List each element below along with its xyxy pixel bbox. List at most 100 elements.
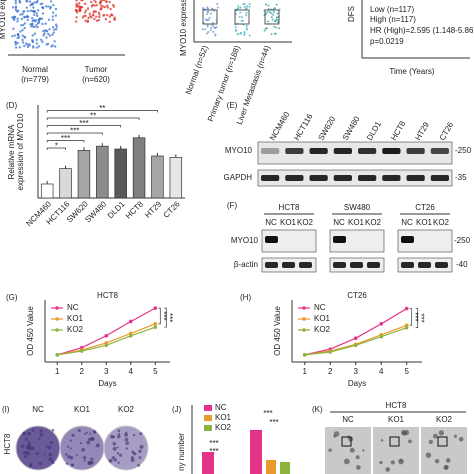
dot xyxy=(75,0,78,2)
dot xyxy=(74,20,78,23)
band xyxy=(358,175,377,181)
dot xyxy=(16,32,20,36)
dot xyxy=(206,25,209,28)
colony xyxy=(27,431,32,436)
colony xyxy=(124,437,129,442)
dot xyxy=(275,26,278,29)
dot xyxy=(83,2,87,6)
dot xyxy=(54,23,58,26)
colony xyxy=(139,432,143,436)
row-label: β-actin xyxy=(234,260,258,269)
zoom-box xyxy=(389,436,400,447)
dot xyxy=(26,0,29,3)
dot xyxy=(16,20,19,23)
dot xyxy=(47,32,50,36)
dot xyxy=(90,0,93,4)
colony xyxy=(438,430,444,436)
dot xyxy=(91,14,95,17)
colony xyxy=(51,428,55,432)
band xyxy=(333,236,346,243)
dot xyxy=(41,22,44,26)
dot xyxy=(36,9,40,12)
lane-label: SW620 xyxy=(316,114,337,142)
colony xyxy=(343,458,350,465)
significance-bracket xyxy=(46,125,122,128)
colony xyxy=(356,465,361,470)
colony xyxy=(116,446,119,449)
dot xyxy=(31,40,34,43)
colony xyxy=(24,455,28,459)
legend-label: KO1 xyxy=(314,314,331,323)
colony xyxy=(29,464,33,468)
colony xyxy=(95,443,100,448)
dot xyxy=(268,11,271,14)
dot xyxy=(16,17,19,20)
band xyxy=(382,175,401,181)
colony xyxy=(379,460,383,465)
x-tick-label: 2 xyxy=(80,367,85,376)
panel-label: (F) xyxy=(227,201,238,210)
dot xyxy=(21,34,24,37)
dot xyxy=(14,5,18,8)
dot xyxy=(100,7,103,10)
y-label: OD 450 Value xyxy=(273,306,282,356)
dot xyxy=(33,20,37,23)
blot xyxy=(257,141,453,165)
photo xyxy=(373,427,419,474)
dot xyxy=(52,3,55,7)
lane-label: HT29 xyxy=(413,120,431,142)
dot xyxy=(33,13,36,17)
dot xyxy=(52,11,55,14)
band xyxy=(299,262,312,268)
dot xyxy=(275,3,278,6)
dot xyxy=(99,4,103,7)
dot xyxy=(212,25,215,28)
lane-label: HCT116 xyxy=(292,112,315,142)
column-label: NC xyxy=(342,415,354,424)
dot xyxy=(237,4,240,7)
dot xyxy=(23,26,26,30)
dot xyxy=(87,16,90,20)
significance: ** xyxy=(99,104,105,113)
colony xyxy=(130,456,134,460)
significance-bracket xyxy=(46,110,158,113)
dot xyxy=(33,32,37,35)
point xyxy=(153,322,158,326)
dot xyxy=(35,42,39,45)
bar xyxy=(40,183,54,199)
colony xyxy=(117,432,121,436)
x-tick-label: 4 xyxy=(129,367,134,376)
colony xyxy=(333,434,337,438)
column-label: NC xyxy=(32,405,44,414)
legend-swatch xyxy=(302,328,306,332)
significance-bracket xyxy=(46,147,66,150)
dot xyxy=(19,13,22,16)
dot xyxy=(266,20,269,23)
dot xyxy=(267,4,270,7)
group-label: Liver Metastasis (n=44) xyxy=(235,44,272,126)
significance: *** xyxy=(159,311,168,320)
dot xyxy=(246,5,249,8)
bar xyxy=(96,145,109,199)
dot xyxy=(98,15,101,19)
lane-label: NC xyxy=(333,218,345,227)
blot xyxy=(397,229,453,253)
colony xyxy=(432,433,438,439)
lane-label: KO2 xyxy=(365,218,382,227)
lane-label: KO1 xyxy=(416,218,433,227)
dot xyxy=(17,9,20,12)
dot xyxy=(266,10,269,13)
band xyxy=(401,262,414,268)
dot xyxy=(272,11,275,14)
dot xyxy=(275,18,278,21)
x-tick-label: 4 xyxy=(379,367,384,376)
x-tick-label: HT29 xyxy=(143,199,164,220)
hr-text: HR (High)=2.595 (1.148-5.867) xyxy=(370,26,474,35)
band xyxy=(261,148,280,154)
x-label: Days xyxy=(98,379,116,388)
dot xyxy=(238,15,241,18)
colony xyxy=(434,458,440,464)
dot xyxy=(276,16,279,19)
dot xyxy=(201,28,204,31)
point xyxy=(328,350,333,354)
